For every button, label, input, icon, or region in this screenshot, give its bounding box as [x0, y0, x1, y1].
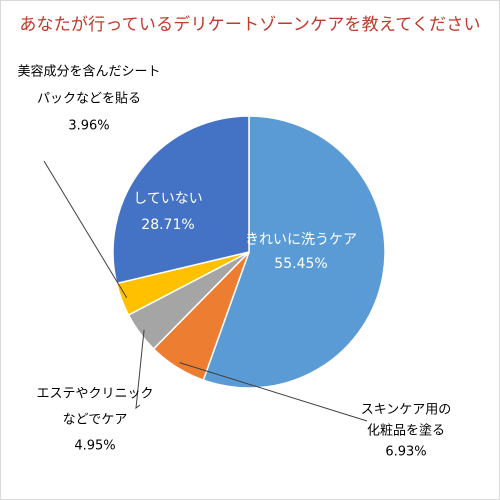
slice-label-4-line-3: 3.96% [68, 119, 109, 134]
slice-label-1-line-1: きれいに洗うケア [245, 232, 357, 248]
leader-line-2 [179, 362, 368, 422]
slice-label-3-line-1: エステやクリニック [36, 387, 153, 402]
slice-label-3-line-2: などでケア [63, 413, 128, 428]
slice-label-5-line-2: 28.71% [141, 217, 194, 233]
leader-line-3 [135, 329, 145, 410]
pie-slice-1 [202, 115, 386, 389]
slice-label-2-line-3: 6.93% [385, 445, 426, 460]
pie-slice-5 [112, 115, 250, 285]
slice-label-4-line-1: 美容成分を含んだシート [17, 64, 160, 80]
slice-label-2-line-1: スキンケア用の [361, 403, 452, 418]
leader-line-4 [43, 160, 128, 298]
slice-label-2-line-2: 化粧品を塗る [367, 423, 445, 439]
slice-label-3-line-3: 4.95% [74, 439, 115, 454]
chart-title: あなたが行っているデリケートゾーンケアを教えてください [19, 15, 481, 35]
slice-label-4-line-2: パックなどを貼る [37, 92, 141, 107]
slice-label-1-line-2: 55.45% [274, 256, 327, 272]
slice-label-5-line-1: していない [133, 191, 203, 207]
